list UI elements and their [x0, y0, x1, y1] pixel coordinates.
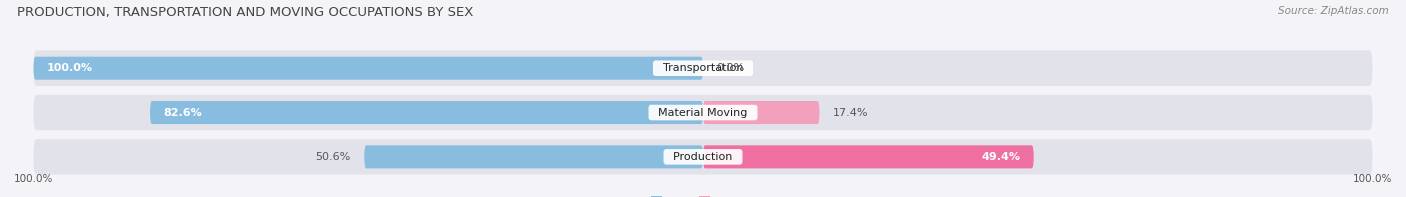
Text: 49.4%: 49.4% — [981, 152, 1021, 162]
Text: Production: Production — [666, 152, 740, 162]
FancyBboxPatch shape — [364, 145, 703, 168]
Text: Material Moving: Material Moving — [651, 108, 755, 118]
FancyBboxPatch shape — [34, 95, 1372, 130]
FancyBboxPatch shape — [34, 139, 1372, 175]
FancyBboxPatch shape — [34, 57, 703, 80]
FancyBboxPatch shape — [150, 101, 703, 124]
Text: 82.6%: 82.6% — [163, 108, 202, 118]
Text: 100.0%: 100.0% — [46, 63, 93, 73]
Text: PRODUCTION, TRANSPORTATION AND MOVING OCCUPATIONS BY SEX: PRODUCTION, TRANSPORTATION AND MOVING OC… — [17, 6, 474, 19]
FancyBboxPatch shape — [34, 50, 1372, 86]
Text: 0.0%: 0.0% — [717, 63, 745, 73]
FancyBboxPatch shape — [703, 101, 820, 124]
Text: 17.4%: 17.4% — [832, 108, 869, 118]
Text: 50.6%: 50.6% — [315, 152, 352, 162]
Text: Source: ZipAtlas.com: Source: ZipAtlas.com — [1278, 6, 1389, 16]
Text: Transportation: Transportation — [655, 63, 751, 73]
Legend: Male, Female: Male, Female — [651, 196, 755, 197]
FancyBboxPatch shape — [703, 145, 1033, 168]
Text: 100.0%: 100.0% — [14, 174, 53, 184]
Text: 100.0%: 100.0% — [1353, 174, 1392, 184]
